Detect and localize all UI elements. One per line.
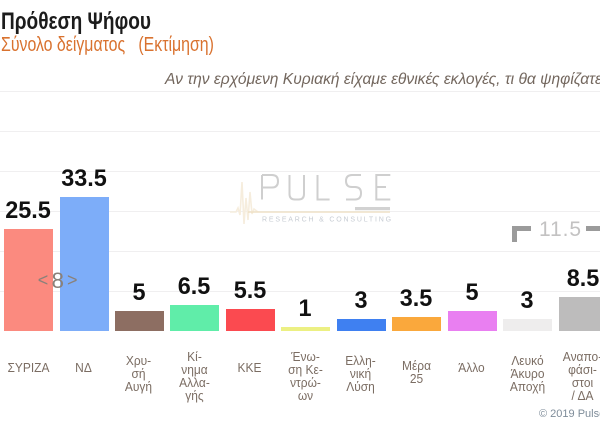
svg-text:RESEARCH & CONSULTING: RESEARCH & CONSULTING (262, 217, 393, 224)
